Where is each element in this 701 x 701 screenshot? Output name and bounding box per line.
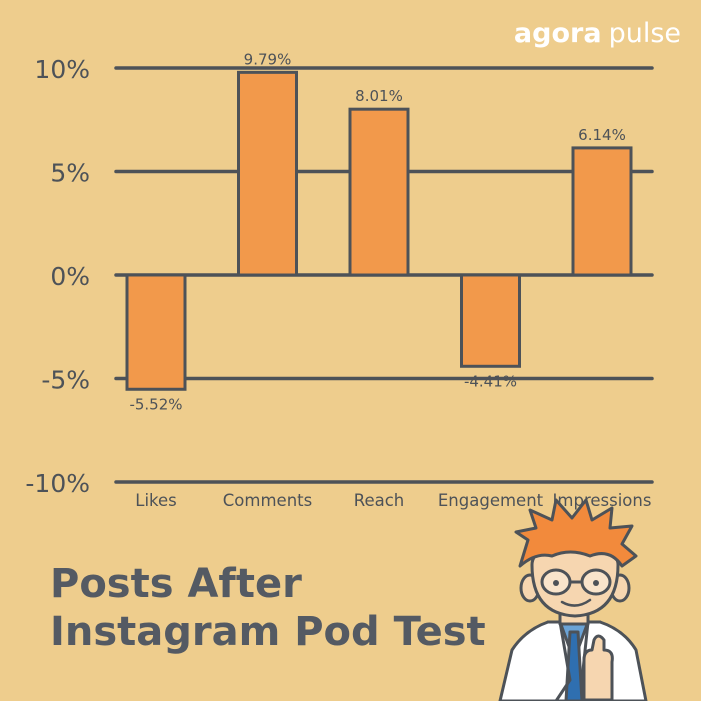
- bar-likes: [125, 273, 187, 391]
- bar-value-label: 6.14%: [578, 126, 626, 144]
- x-tick-label: Engagement: [438, 491, 544, 510]
- y-tick-label: 10%: [34, 55, 90, 84]
- bar-value-label: -4.41%: [464, 372, 517, 390]
- bars: [125, 70, 633, 391]
- y-tick-labels: 10% 5% 0% -5% -10%: [25, 55, 90, 498]
- title-line2: Instagram Pod Test: [50, 609, 486, 655]
- bar-comments: [237, 70, 298, 277]
- bar-value-label: 8.01%: [355, 87, 403, 105]
- scientist-illustration: [498, 498, 648, 701]
- chart-title: Posts After Instagram Pod Test: [50, 560, 486, 656]
- y-tick-label: 5%: [50, 159, 90, 188]
- agorapulse-logo: agora pulse: [514, 18, 681, 49]
- x-tick-label: Comments: [223, 491, 312, 510]
- bar-reach: [348, 107, 410, 277]
- x-tick-label: Impressions: [553, 491, 652, 510]
- brand-part2: pulse: [608, 18, 681, 49]
- brand-part1: agora: [513, 18, 602, 49]
- title-line1: Posts After: [50, 561, 302, 607]
- x-tick-labels: Likes Comments Reach Engagement Impressions: [135, 491, 651, 510]
- y-tick-label: -5%: [41, 366, 90, 395]
- bar-value-labels: -5.52% 9.79% 8.01% -4.41% 6.14%: [129, 50, 625, 413]
- y-tick-label: 0%: [50, 262, 90, 291]
- bar-value-label: -5.52%: [129, 395, 182, 413]
- x-tick-label: Likes: [135, 491, 177, 510]
- bar-engagement: [460, 273, 521, 368]
- x-tick-label: Reach: [354, 491, 405, 510]
- bar-impressions: [571, 146, 633, 277]
- bar-value-label: 9.79%: [244, 50, 292, 68]
- y-tick-label: -10%: [25, 469, 90, 498]
